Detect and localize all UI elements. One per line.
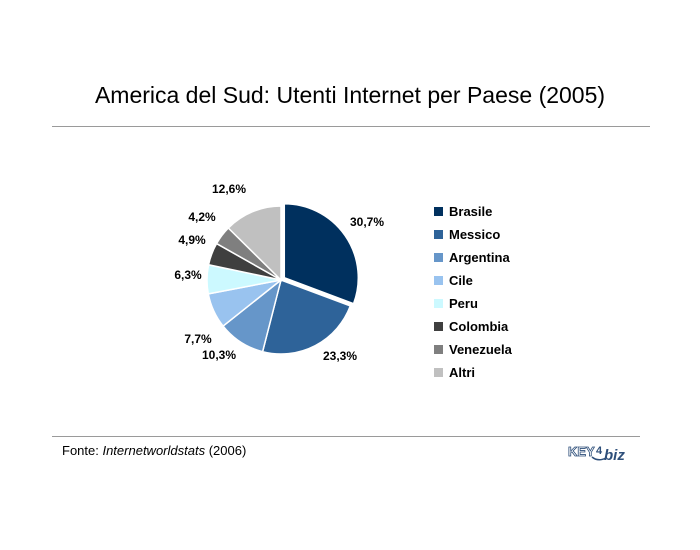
- chart-title: America del Sud: Utenti Internet per Pae…: [94, 82, 606, 108]
- legend-swatch: [434, 322, 443, 331]
- legend-item-brasile: Brasile: [434, 200, 512, 223]
- data-label-venezuela: 4,2%: [188, 210, 216, 224]
- data-label-altri: 12,6%: [212, 182, 246, 196]
- legend-label: Venezuela: [449, 342, 512, 357]
- legend-swatch: [434, 230, 443, 239]
- legend-label: Brasile: [449, 204, 493, 219]
- data-label-peru: 6,3%: [174, 268, 202, 282]
- legend-item-altri: Altri: [434, 361, 512, 384]
- legend-item-messico: Messico: [434, 223, 512, 246]
- legend-label: Cile: [449, 273, 473, 288]
- legend-swatch: [434, 276, 443, 285]
- chart-legend: Brasile Messico Argentina Cile Peru Colombia V…: [434, 200, 512, 384]
- legend-item-argentina: Argentina: [434, 246, 512, 269]
- data-label-argentina: 10,3%: [202, 348, 236, 362]
- legend-swatch: [434, 345, 443, 354]
- data-label-colombia: 4,9%: [178, 233, 206, 247]
- legend-label: Peru: [449, 296, 478, 311]
- key4biz-logo: KEY 4 biz: [568, 444, 626, 464]
- legend-item-colombia: Colombia: [434, 315, 512, 338]
- logo-four-text: 4: [596, 445, 603, 457]
- legend-item-cile: Cile: [434, 269, 512, 292]
- legend-swatch: [434, 253, 443, 262]
- legend-swatch: [434, 299, 443, 308]
- source-note: Fonte: Internetworldstats (2006): [62, 443, 246, 458]
- logo-biz-text: biz: [604, 447, 625, 464]
- data-label-brasile: 30,7%: [350, 215, 384, 229]
- source-prefix: Fonte:: [62, 443, 103, 458]
- top-divider: [52, 126, 650, 127]
- legend-label: Argentina: [449, 250, 510, 265]
- source-suffix: (2006): [205, 443, 247, 458]
- legend-item-peru: Peru: [434, 292, 512, 315]
- legend-label: Colombia: [449, 319, 509, 334]
- pie-slice-messico: [261, 279, 352, 355]
- legend-swatch: [434, 207, 443, 216]
- pie-slice-altri: [227, 205, 282, 282]
- data-label-cile: 7,7%: [184, 332, 212, 346]
- legend-label: Altri: [449, 365, 475, 380]
- legend-swatch: [434, 368, 443, 377]
- legend-label: Messico: [449, 227, 501, 242]
- pie-slice-brasile: [283, 202, 360, 305]
- bottom-divider: [52, 436, 640, 437]
- source-name: Internetworldstats: [102, 443, 206, 458]
- logo-key-text: KEY: [568, 444, 595, 459]
- data-label-messico: 23,3%: [323, 349, 357, 363]
- legend-item-venezuela: Venezuela: [434, 338, 512, 361]
- logo-swoosh-icon: [591, 456, 607, 461]
